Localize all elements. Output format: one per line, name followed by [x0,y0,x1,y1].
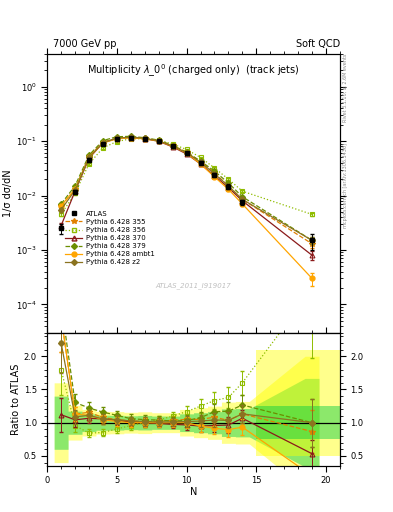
Y-axis label: 1/σ dσ/dN: 1/σ dσ/dN [3,169,13,217]
Text: 7000 GeV pp: 7000 GeV pp [53,38,117,49]
Text: Multiplicity $\lambda\_0^0$ (charged only)  (track jets): Multiplicity $\lambda\_0^0$ (charged onl… [87,62,300,79]
Text: Rivet 3.1.10; ≥ 2.6M events: Rivet 3.1.10; ≥ 2.6M events [343,54,348,122]
Text: ATLAS_2011_I919017: ATLAS_2011_I919017 [156,282,231,289]
Text: mcplots.cern.ch [arXiv:1306.3436]: mcplots.cern.ch [arXiv:1306.3436] [343,143,348,228]
Y-axis label: Ratio to ATLAS: Ratio to ATLAS [11,364,21,435]
Text: Soft QCD: Soft QCD [296,38,340,49]
X-axis label: N: N [190,487,197,497]
Legend: ATLAS, Pythia 6.428 355, Pythia 6.428 356, Pythia 6.428 370, Pythia 6.428 379, P: ATLAS, Pythia 6.428 355, Pythia 6.428 35… [62,208,158,268]
